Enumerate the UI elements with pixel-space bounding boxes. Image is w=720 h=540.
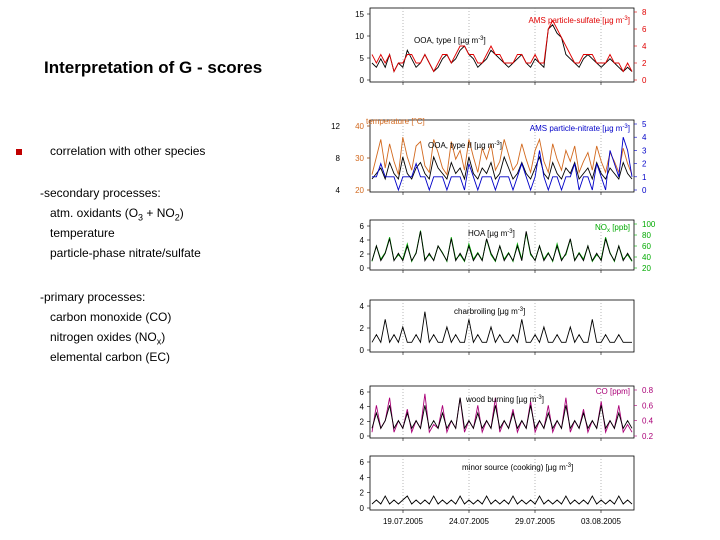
y-tick-label: 6 [360, 388, 365, 397]
y2-tick-label: 1 [642, 173, 647, 182]
y-tick-label: 0 [360, 346, 365, 355]
primary-heading: -primary processes: [40, 290, 146, 304]
y-tick-label: 4 [360, 403, 365, 412]
slide-title: Interpretation of G - scores [44, 58, 263, 77]
primary-item: elemental carbon (EC) [50, 350, 171, 364]
y-tick-label: 0 [360, 504, 365, 513]
series-line [372, 137, 633, 192]
y-tick-label: 0 [360, 264, 365, 273]
panel-frame [369, 219, 635, 271]
secondary-heading: -secondary processes: [40, 186, 161, 200]
p2-nitrate-label: AMS particle-nitrate [µg m-3] [530, 124, 630, 133]
series-line [371, 397, 633, 430]
y2-tick-label: 100 [642, 220, 656, 229]
p2-temp-label: temperature [°C] [366, 117, 425, 126]
p5-wood-label: wood burning [µg m-3] [465, 395, 544, 404]
panel-frame [369, 385, 635, 439]
y-tick-label: 4 [360, 236, 365, 245]
series-line [371, 495, 633, 505]
y2-tick-label: 20 [642, 264, 651, 273]
p1-ooa-label: OOA, type I [µg m-3] [414, 36, 486, 45]
y-tick-label: 30 [355, 154, 364, 163]
y-tick-label: 20 [355, 186, 364, 195]
y-tick-label: 10 [355, 32, 364, 41]
y-tick-label: 8 [336, 154, 341, 163]
p3-hoa-label: HOA [µg m-3] [468, 229, 515, 238]
x-tick-label: 29.07.2005 [515, 517, 556, 526]
bullet-text: correlation with other species [50, 144, 206, 158]
y2-tick-label: 80 [642, 231, 651, 240]
series-line [371, 231, 633, 263]
y2-tick-label: 0.2 [642, 432, 654, 441]
x-tick-label: 24.07.2005 [449, 517, 490, 526]
y2-tick-label: 60 [642, 242, 651, 251]
y2-tick-label: 3 [642, 146, 647, 155]
y-tick-label: 2 [360, 489, 365, 498]
y-tick-label: 12 [331, 122, 340, 131]
series-line [371, 311, 632, 344]
y2-tick-label: 4 [642, 42, 647, 51]
y-tick-label: 5 [360, 54, 365, 63]
p6-cook-label: minor source (cooking) [µg m-3] [462, 463, 573, 472]
primary-item: carbon monoxide (CO) [50, 310, 172, 324]
y2-tick-label: 2 [642, 160, 647, 169]
panel-frame [369, 7, 635, 83]
panel-frame [369, 119, 635, 193]
y2-tick-label: 40 [642, 253, 651, 262]
panel-frame [369, 455, 635, 511]
secondary-item: particle-phase nitrate/sulfate [50, 246, 201, 260]
p1-sulfate-label: AMS particle-sulfate [µg m-3] [528, 16, 630, 25]
y2-tick-label: 2 [642, 59, 647, 68]
y2-tick-label: 5 [642, 120, 647, 129]
y2-tick-label: 0 [642, 186, 647, 195]
y2-tick-label: 8 [642, 8, 647, 17]
p2-ooa-label: OOA, type II [µg m-3] [428, 141, 502, 150]
y-tick-label: 2 [360, 324, 365, 333]
y2-tick-label: 0 [642, 76, 647, 85]
y-tick-label: 40 [355, 122, 364, 131]
y-tick-label: 4 [336, 186, 341, 195]
y2-tick-label: 0.4 [642, 417, 654, 426]
y-tick-label: 4 [360, 302, 365, 311]
y-tick-label: 0 [360, 76, 365, 85]
primary-item: nitrogen oxides (NOx) [50, 330, 166, 347]
x-tick-label: 19.07.2005 [383, 517, 424, 526]
y-tick-label: 15 [355, 10, 364, 19]
y2-tick-label: 6 [642, 25, 647, 34]
y-tick-label: 4 [360, 473, 365, 482]
series-line [371, 24, 633, 73]
y-tick-label: 6 [360, 458, 365, 467]
y-tick-label: 0 [360, 432, 365, 441]
p5-co-label: CO [ppm] [596, 387, 630, 396]
y-tick-label: 2 [360, 417, 365, 426]
y2-tick-label: 4 [642, 133, 647, 142]
bullet-marker [16, 149, 22, 155]
panel-frame [369, 299, 635, 353]
y2-tick-label: 0.6 [642, 401, 654, 410]
y2-tick-label: 0.8 [642, 386, 654, 395]
secondary-item: atm. oxidants (O3 + NO2) [50, 206, 184, 223]
secondary-item: temperature [50, 226, 115, 240]
x-tick-label: 03.08.2005 [581, 517, 622, 526]
y-tick-label: 6 [360, 222, 365, 231]
series-line [371, 19, 633, 73]
p4-char-label: charbroiling [µg m-3] [454, 307, 525, 316]
y-tick-label: 2 [360, 250, 365, 259]
series-line [371, 137, 633, 176]
p3-nox-label: NOx [ppb] [595, 223, 630, 234]
series-line [371, 155, 633, 181]
